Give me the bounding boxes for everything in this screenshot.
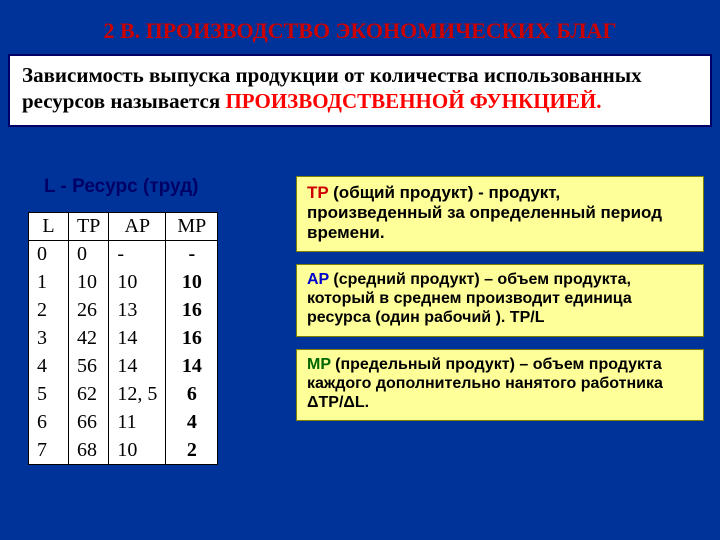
cell: -	[166, 241, 218, 269]
ap-definition-box: AP (средний продукт) – объем продукта, к…	[296, 264, 704, 337]
cell: 10	[69, 269, 109, 297]
cell: 13	[109, 297, 166, 325]
intro-text-highlight: ПРОИЗВОДСТВЕННОЙ ФУНКЦИЕЙ.	[225, 89, 601, 113]
col-mp: MP	[166, 213, 218, 241]
cell: 6	[166, 381, 218, 409]
table-row: 4561414	[29, 353, 218, 381]
cell: 4	[166, 409, 218, 437]
cell: 10	[109, 437, 166, 465]
cell: 56	[69, 353, 109, 381]
table-row: 768102	[29, 437, 218, 465]
definitions-column: TP (общий продукт) - продукт, произведен…	[296, 176, 704, 433]
cell: 10	[109, 269, 166, 297]
table-row: 00--	[29, 241, 218, 269]
production-table: L TP AP MP 00-- 1101010 2261316 3421416 …	[28, 212, 218, 465]
cell: 2	[29, 297, 69, 325]
mp-head: (предельный продукт)	[331, 356, 515, 373]
table-row: 1101010	[29, 269, 218, 297]
cell: 66	[69, 409, 109, 437]
cell: 10	[166, 269, 218, 297]
tp-definition-box: TP (общий продукт) - продукт, произведен…	[296, 176, 704, 252]
cell: 0	[69, 241, 109, 269]
cell: 16	[166, 297, 218, 325]
cell: 42	[69, 325, 109, 353]
cell: 14	[166, 353, 218, 381]
cell: 26	[69, 297, 109, 325]
table-row: 666114	[29, 409, 218, 437]
intro-box: Зависимость выпуска продукции от количес…	[8, 54, 712, 127]
cell: 11	[109, 409, 166, 437]
cell: 14	[109, 353, 166, 381]
cell: 7	[29, 437, 69, 465]
cell: 12, 5	[109, 381, 166, 409]
table-header-row: L TP AP MP	[29, 213, 218, 241]
col-ap: AP	[109, 213, 166, 241]
cell: 3	[29, 325, 69, 353]
cell: 4	[29, 353, 69, 381]
ap-key: AP	[307, 271, 329, 288]
col-l: L	[29, 213, 69, 241]
table-row: 3421416	[29, 325, 218, 353]
ap-head: (средний продукт)	[329, 271, 480, 288]
mp-definition-box: MP (предельный продукт) – объем продукта…	[296, 349, 704, 422]
table-row: 56212, 56	[29, 381, 218, 409]
cell: 1	[29, 269, 69, 297]
cell: -	[109, 241, 166, 269]
table-row: 2261316	[29, 297, 218, 325]
cell: 62	[69, 381, 109, 409]
col-tp: TP	[69, 213, 109, 241]
l-resource-label: L - Ресурс (труд)	[44, 176, 198, 198]
content-area: L - Ресурс (труд) L TP AP MP 00-- 110101…	[0, 176, 720, 516]
cell: 14	[109, 325, 166, 353]
slide-title: 2 В. ПРОИЗВОДСТВО ЭКОНОМИЧЕСКИХ БЛАГ	[0, 0, 720, 54]
cell: 16	[166, 325, 218, 353]
tp-head: (общий продукт)	[328, 183, 473, 202]
cell: 0	[29, 241, 69, 269]
tp-key: TP	[307, 183, 328, 202]
mp-key: MP	[307, 356, 331, 373]
cell: 2	[166, 437, 218, 465]
cell: 5	[29, 381, 69, 409]
cell: 68	[69, 437, 109, 465]
cell: 6	[29, 409, 69, 437]
